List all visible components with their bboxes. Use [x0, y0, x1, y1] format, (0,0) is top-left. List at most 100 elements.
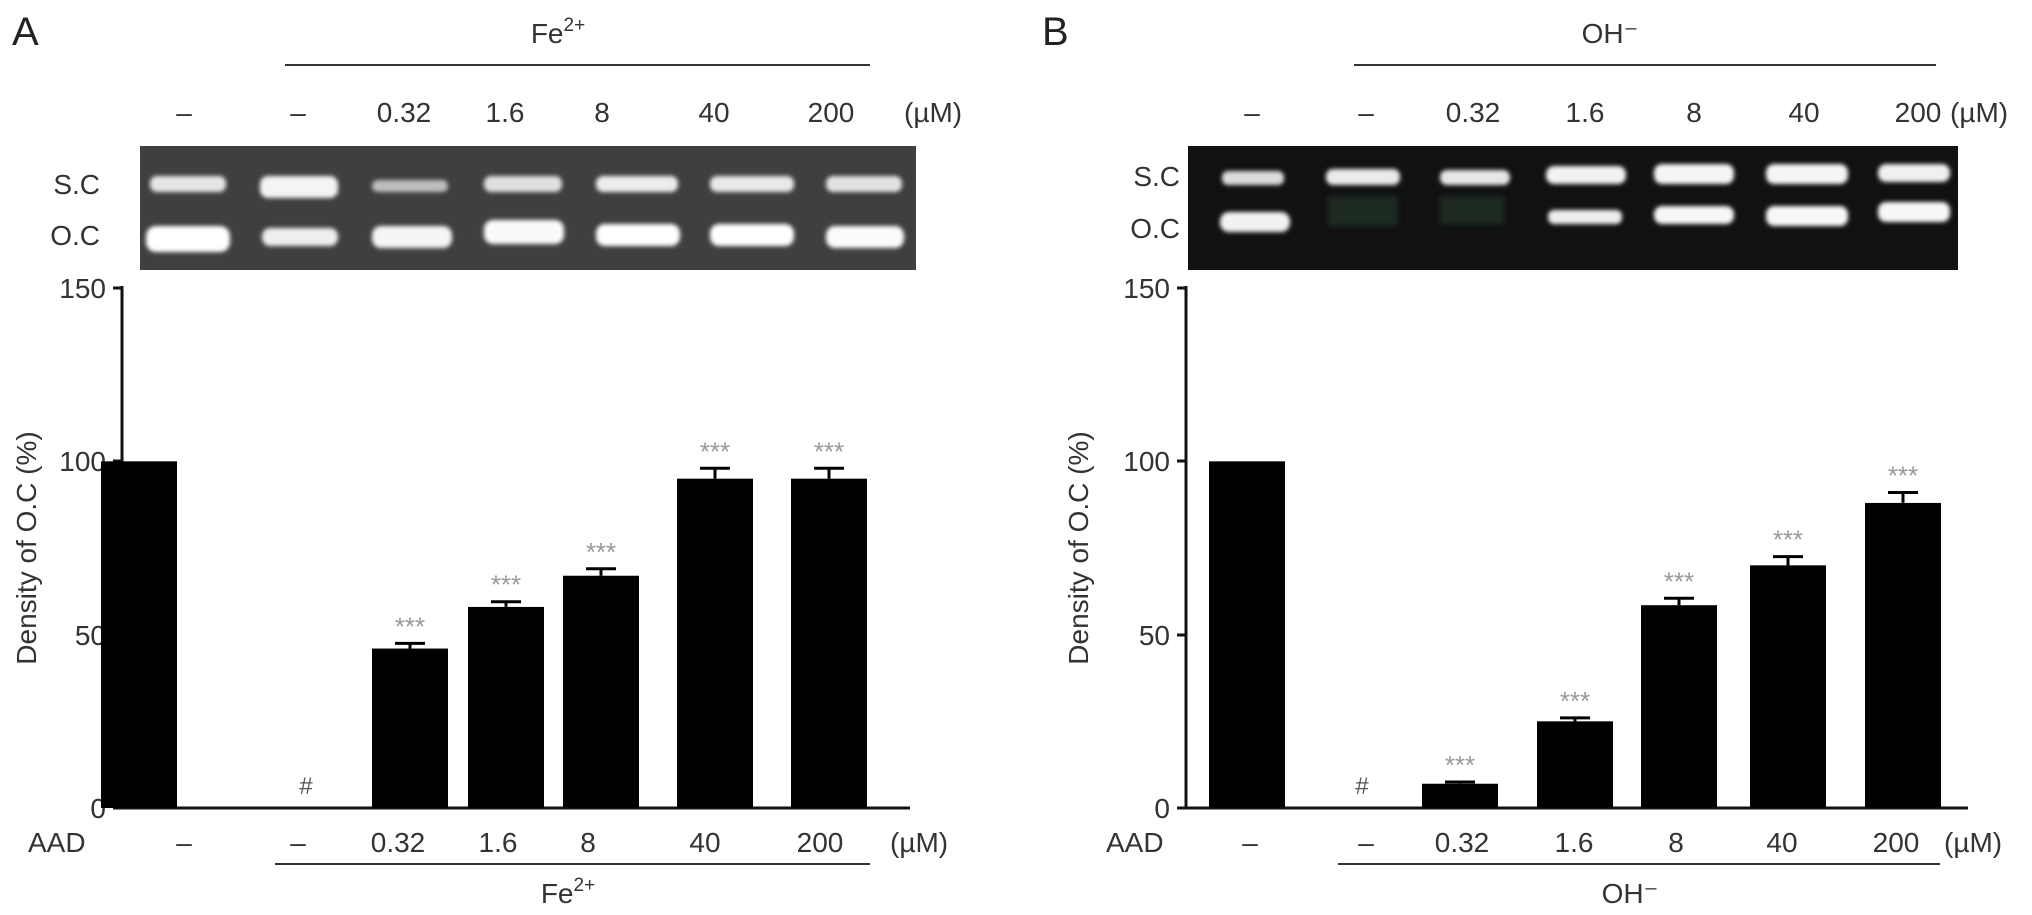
- panel-b-bottom-conc-5: 40: [1766, 827, 1797, 858]
- panel-a-bar-2: [372, 648, 448, 808]
- panel-a-ytick-100: 100: [59, 446, 106, 477]
- gel-a-band-oc-4: [484, 220, 564, 244]
- panel-a-conc-2: 0.32: [377, 97, 432, 128]
- gel-b-band-oc-1: [1220, 212, 1290, 232]
- panel-b-bottom-group-label: OH⁻: [1602, 878, 1659, 909]
- panel-a-ylabel: Density of O.C (%): [11, 431, 42, 664]
- panel-a-letter: A: [12, 10, 39, 54]
- panel-b-bottom-conc-6: 200: [1873, 827, 1920, 858]
- panel-a-gel-sc-label: S.C: [53, 169, 100, 200]
- gel-b-band-oc-3: [1440, 196, 1504, 224]
- panel-a-bottom-unit: (µM): [890, 827, 948, 858]
- panel-b-conc-4: 8: [1686, 97, 1702, 128]
- panel-b-annotation-3: ***: [1560, 686, 1590, 716]
- panel-b-bar-5: [1750, 565, 1826, 808]
- gel-b-band-sc-5: [1654, 164, 1734, 184]
- gel-a-band-sc-4: [484, 176, 562, 192]
- gel-b-band-sc-1: [1222, 171, 1284, 185]
- panel-b-errbar-3: [1560, 716, 1590, 722]
- panel-a-bar-5: [677, 478, 753, 808]
- panel-b-bars: [1209, 461, 1941, 808]
- panel-b-bottom-conc-3: 1.6: [1555, 827, 1594, 858]
- panel-a-conc-5: 40: [698, 97, 729, 128]
- panel-a-annotation-5: ***: [700, 436, 730, 466]
- panel-b-gel-oc-label: O.C: [1130, 213, 1180, 244]
- panel-a-errbar-2: [395, 641, 425, 649]
- panel-a-bar-3: [468, 606, 544, 808]
- gel-a-band-oc-6: [710, 224, 794, 246]
- gel-b-band-sc-4: [1546, 166, 1626, 184]
- gel-b-band-oc-7: [1878, 202, 1950, 222]
- gel-b-band-sc-3: [1440, 170, 1510, 185]
- gel-b-band-oc-2: [1328, 196, 1398, 226]
- panel-b-bottom-unit: (µM): [1944, 827, 2002, 858]
- panel-a-bottom-conc-3: 1.6: [479, 827, 518, 858]
- panel-a-annotation-4: ***: [586, 537, 616, 567]
- panel-a-bars: [101, 461, 867, 808]
- panel-a-annotation-1: #: [299, 773, 313, 800]
- panel-a-bar-0: [101, 461, 177, 808]
- panel-b-conc-1: –: [1358, 97, 1374, 128]
- panel-b-ytick-100: 100: [1123, 446, 1170, 477]
- gel-b-band-oc-5: [1654, 206, 1734, 224]
- gel-a-band-sc-3: [372, 180, 448, 192]
- gel-a-band-sc-5: [596, 176, 678, 192]
- panel-a-bottom-conc-1: –: [290, 827, 306, 858]
- panel-b-annotation-2: ***: [1445, 750, 1475, 780]
- panel-b-conc-3: 1.6: [1566, 97, 1605, 128]
- panel-b-annotations: # *** *** *** *** ***: [1355, 461, 1918, 800]
- panel-a-ytick-50: 50: [75, 620, 106, 651]
- panel-b-bar-2: [1422, 783, 1498, 808]
- panel-a-bottom-conc-5: 40: [689, 827, 720, 858]
- panel-b-bottom-group: OH⁻: [1602, 878, 1659, 909]
- panel-b-conc-2: 0.32: [1446, 97, 1501, 128]
- panel-a-conc-0: –: [176, 97, 192, 128]
- panel-a: A Fe2+ – – 0.32 1.6 8 40 200 (µM): [11, 10, 962, 909]
- gel-a-band-sc-6: [710, 176, 794, 192]
- panel-b-ytick-150: 150: [1123, 273, 1170, 304]
- panel-a-bottom-group: Fe2+: [541, 875, 595, 909]
- panel-b-annotation-1: #: [1355, 773, 1369, 800]
- panel-a-header-sup: 2+: [564, 15, 586, 36]
- panel-b-letter: B: [1042, 10, 1069, 54]
- panel-b-aad-label: AAD: [1106, 827, 1164, 858]
- gel-b-band-sc-7: [1878, 164, 1950, 182]
- panel-a-bar-4: [563, 575, 639, 808]
- panel-a-errbar-5: [700, 466, 730, 479]
- panel-b-ytick-0: 0: [1154, 793, 1170, 824]
- panel-b-conc-6: 200: [1895, 97, 1942, 128]
- panel-a-errbar-3: [491, 600, 521, 607]
- gel-a-band-oc-1: [146, 226, 230, 252]
- panel-b-header: OH⁻: [1582, 18, 1639, 49]
- panel-a-aad-label: AAD: [28, 827, 86, 858]
- panel-a-bottom-group-sup: 2+: [574, 875, 596, 896]
- gel-a-band-sc-1: [150, 176, 226, 192]
- panel-a-conc-6: 200: [808, 97, 855, 128]
- gel-a-band-sc-2: [260, 176, 338, 198]
- gel-a-band-oc-2: [262, 228, 338, 246]
- panel-b-ylabel: Density of O.C (%): [1063, 431, 1094, 664]
- panel-a-header: Fe2+: [531, 15, 585, 49]
- gel-b-band-sc-2: [1326, 169, 1400, 185]
- panel-a-unit: (µM): [904, 97, 962, 128]
- panel-a-errbar-6: [814, 466, 844, 479]
- gel-b-band-oc-6: [1766, 206, 1848, 226]
- gel-a-band-oc-3: [372, 226, 452, 248]
- panel-a-header-label: Fe: [531, 18, 564, 49]
- panel-a-annotation-3: ***: [491, 570, 521, 600]
- panel-a-conc-3: 1.6: [486, 97, 525, 128]
- panel-b-bottom-conc-0: –: [1242, 827, 1258, 858]
- panel-a-bottom-conc-2: 0.32: [371, 827, 426, 858]
- panel-b-conc-0: –: [1244, 97, 1260, 128]
- panel-b-errbar-5: [1773, 555, 1803, 566]
- panel-b-bottom-conc-4: 8: [1668, 827, 1684, 858]
- panel-a-errorbars: [395, 466, 844, 649]
- gel-b-band-sc-6: [1766, 164, 1848, 184]
- panel-b-annotation-4: ***: [1664, 566, 1694, 596]
- panel-a-bar-6: [791, 478, 867, 808]
- gel-a-band-sc-7: [826, 176, 902, 192]
- panel-b-gel-sc-label: S.C: [1133, 161, 1180, 192]
- panel-b-conc-5: 40: [1788, 97, 1819, 128]
- panel-b-annotation-6: ***: [1888, 461, 1918, 491]
